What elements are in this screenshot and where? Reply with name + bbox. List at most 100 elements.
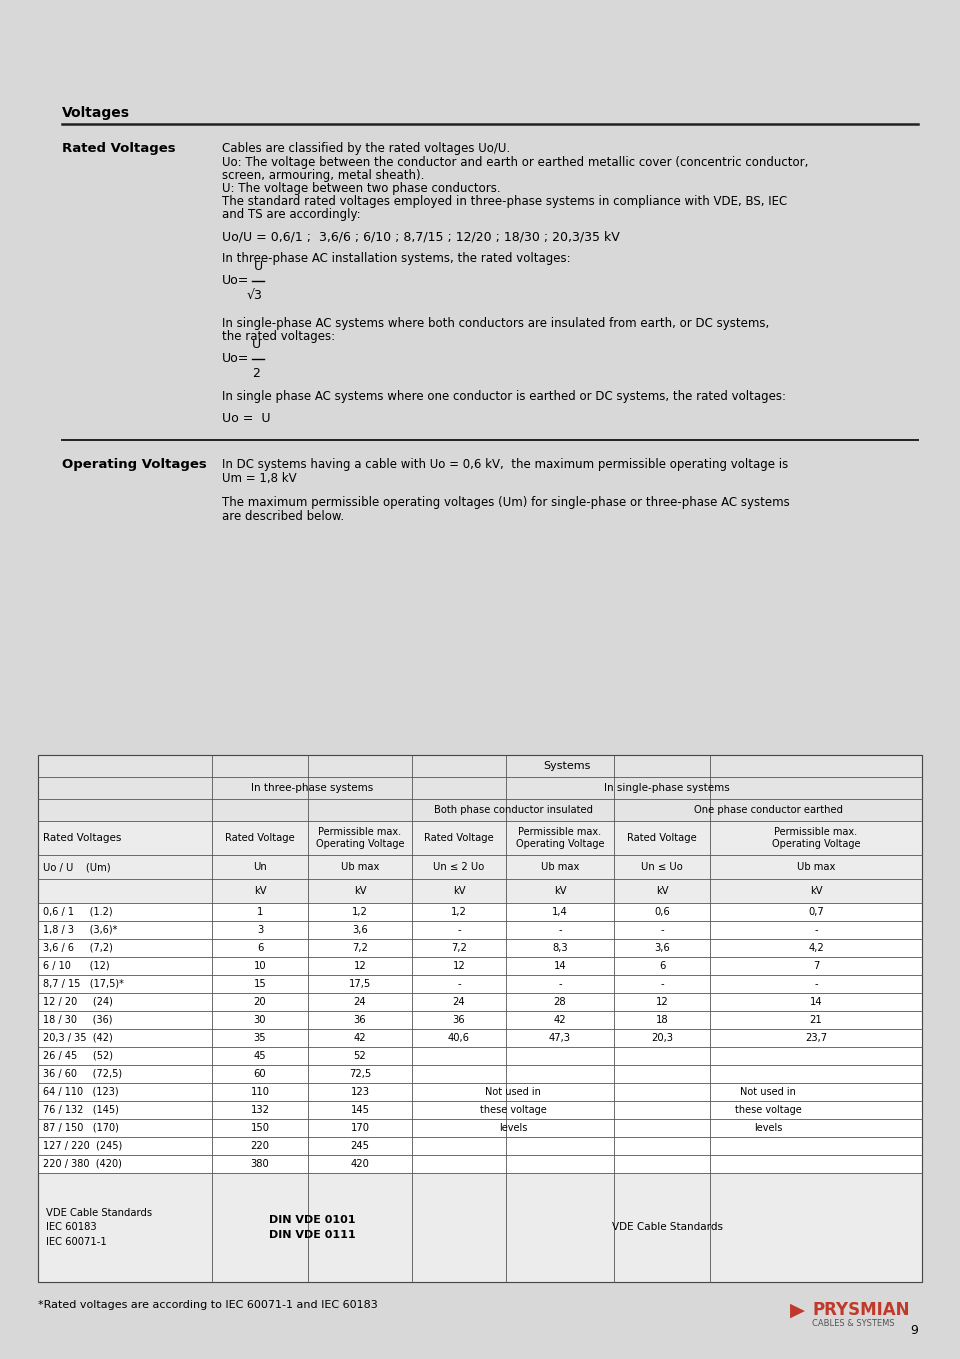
Text: 20,3: 20,3 xyxy=(651,1033,673,1042)
Bar xyxy=(38,756,922,1282)
Text: 24: 24 xyxy=(453,998,466,1007)
Text: 64 / 110   (123): 64 / 110 (123) xyxy=(43,1087,119,1097)
Text: 8,3: 8,3 xyxy=(552,943,567,953)
Text: -: - xyxy=(660,925,663,935)
Text: Rated Voltage: Rated Voltage xyxy=(424,833,493,843)
Text: 2: 2 xyxy=(252,367,260,381)
Text: -: - xyxy=(457,925,461,935)
Text: levels: levels xyxy=(754,1123,782,1133)
Text: 40,6: 40,6 xyxy=(448,1033,470,1042)
Text: 123: 123 xyxy=(350,1087,370,1097)
Text: 127 / 220  (245): 127 / 220 (245) xyxy=(43,1142,122,1151)
Text: 18: 18 xyxy=(656,1015,668,1025)
Text: Cables are classified by the rated voltages Uo/U.: Cables are classified by the rated volta… xyxy=(222,141,510,155)
Text: 132: 132 xyxy=(251,1105,270,1114)
Text: 6 / 10      (12): 6 / 10 (12) xyxy=(43,961,109,970)
Text: In single-phase systems: In single-phase systems xyxy=(604,783,730,794)
Text: -: - xyxy=(558,925,562,935)
Text: Uo=: Uo= xyxy=(222,352,250,364)
Text: 14: 14 xyxy=(809,998,823,1007)
Bar xyxy=(38,879,922,902)
Text: 8,7 / 15   (17,5)*: 8,7 / 15 (17,5)* xyxy=(43,978,124,989)
Text: Not used in: Not used in xyxy=(740,1087,796,1097)
Text: kV: kV xyxy=(656,886,668,896)
Text: 24: 24 xyxy=(353,998,367,1007)
Text: 245: 245 xyxy=(350,1142,370,1151)
Text: Uo: The voltage between the conductor and earth or earthed metallic cover (conce: Uo: The voltage between the conductor an… xyxy=(222,156,808,169)
Text: ▶: ▶ xyxy=(790,1301,805,1320)
Text: 21: 21 xyxy=(809,1015,823,1025)
Text: 45: 45 xyxy=(253,1051,266,1061)
Text: 26 / 45     (52): 26 / 45 (52) xyxy=(43,1051,113,1061)
Bar xyxy=(38,756,212,777)
Text: the rated voltages:: the rated voltages: xyxy=(222,330,335,342)
Text: 7,2: 7,2 xyxy=(352,943,368,953)
Bar xyxy=(38,1173,922,1282)
Text: VDE Cable Standards: VDE Cable Standards xyxy=(612,1223,723,1233)
Text: U: The voltage between two phase conductors.: U: The voltage between two phase conduct… xyxy=(222,182,500,194)
Text: Uo=: Uo= xyxy=(222,273,250,287)
Text: Operating Voltages: Operating Voltages xyxy=(62,458,206,472)
Text: 42: 42 xyxy=(353,1033,367,1042)
Text: and TS are accordingly:: and TS are accordingly: xyxy=(222,208,361,222)
Text: 35: 35 xyxy=(253,1033,266,1042)
Text: these voltage: these voltage xyxy=(480,1105,546,1114)
Text: 420: 420 xyxy=(350,1159,370,1169)
Text: 4,2: 4,2 xyxy=(808,943,824,953)
Text: 0,7: 0,7 xyxy=(808,906,824,917)
Text: 0,6: 0,6 xyxy=(654,906,670,917)
Text: Uo =  U: Uo = U xyxy=(222,412,271,425)
Text: Uo/U = 0,6/1 ;  3,6/6 ; 6/10 ; 8,7/15 ; 12/20 ; 18/30 ; 20,3/35 kV: Uo/U = 0,6/1 ; 3,6/6 ; 6/10 ; 8,7/15 ; 1… xyxy=(222,230,620,243)
Text: 20,3 / 35  (42): 20,3 / 35 (42) xyxy=(43,1033,112,1042)
Bar xyxy=(38,821,922,855)
Text: In DC systems having a cable with Uo = 0,6 kV,  the maximum permissible operatin: In DC systems having a cable with Uo = 0… xyxy=(222,458,788,472)
Text: 110: 110 xyxy=(251,1087,270,1097)
Text: -: - xyxy=(558,978,562,989)
Text: One phase conductor earthed: One phase conductor earthed xyxy=(693,805,843,815)
Text: 3,6: 3,6 xyxy=(654,943,670,953)
Text: Permissible max.
Operating Voltage: Permissible max. Operating Voltage xyxy=(772,828,860,849)
Text: 10: 10 xyxy=(253,961,266,970)
Text: 76 / 132   (145): 76 / 132 (145) xyxy=(43,1105,119,1114)
Text: 17,5: 17,5 xyxy=(348,978,372,989)
Text: Voltages: Voltages xyxy=(62,106,130,120)
Text: 220 / 380  (420): 220 / 380 (420) xyxy=(43,1159,122,1169)
Text: 3: 3 xyxy=(257,925,263,935)
Text: kV: kV xyxy=(453,886,466,896)
Text: VDE Cable Standards
IEC 60183
IEC 60071-1: VDE Cable Standards IEC 60183 IEC 60071-… xyxy=(46,1208,152,1248)
Text: 20: 20 xyxy=(253,998,266,1007)
Text: The standard rated voltages employed in three-phase systems in compliance with V: The standard rated voltages employed in … xyxy=(222,194,787,208)
Text: 72,5: 72,5 xyxy=(348,1070,372,1079)
Text: kV: kV xyxy=(554,886,566,896)
Text: Systems: Systems xyxy=(543,761,590,771)
Text: In three-phase AC installation systems, the rated voltages:: In three-phase AC installation systems, … xyxy=(222,251,570,265)
Text: Rated Voltages: Rated Voltages xyxy=(62,141,176,155)
Text: 170: 170 xyxy=(350,1123,370,1133)
Text: U: U xyxy=(252,338,260,351)
Text: Rated Voltage: Rated Voltage xyxy=(226,833,295,843)
Text: 52: 52 xyxy=(353,1051,367,1061)
Text: -: - xyxy=(660,978,663,989)
Text: 9: 9 xyxy=(910,1324,918,1336)
Text: these voltage: these voltage xyxy=(734,1105,802,1114)
Bar xyxy=(38,777,922,799)
Text: 23,7: 23,7 xyxy=(804,1033,828,1042)
Text: In three-phase systems: In three-phase systems xyxy=(251,783,373,794)
Text: 18 / 30     (36): 18 / 30 (36) xyxy=(43,1015,112,1025)
Text: In single phase AC systems where one conductor is earthed or DC systems, the rat: In single phase AC systems where one con… xyxy=(222,390,786,404)
Bar xyxy=(212,756,922,777)
Text: Rated Voltage: Rated Voltage xyxy=(627,833,697,843)
Text: 1,4: 1,4 xyxy=(552,906,568,917)
Bar xyxy=(38,756,922,1282)
Text: Not used in: Not used in xyxy=(485,1087,540,1097)
Text: Ub max: Ub max xyxy=(797,862,835,872)
Text: 6: 6 xyxy=(257,943,263,953)
Text: 12: 12 xyxy=(656,998,668,1007)
Text: U: U xyxy=(253,260,263,273)
Text: 220: 220 xyxy=(251,1142,270,1151)
Text: 7: 7 xyxy=(813,961,819,970)
Text: -: - xyxy=(457,978,461,989)
Text: 42: 42 xyxy=(554,1015,566,1025)
Text: Ub max: Ub max xyxy=(341,862,379,872)
Text: 36 / 60     (72,5): 36 / 60 (72,5) xyxy=(43,1070,122,1079)
